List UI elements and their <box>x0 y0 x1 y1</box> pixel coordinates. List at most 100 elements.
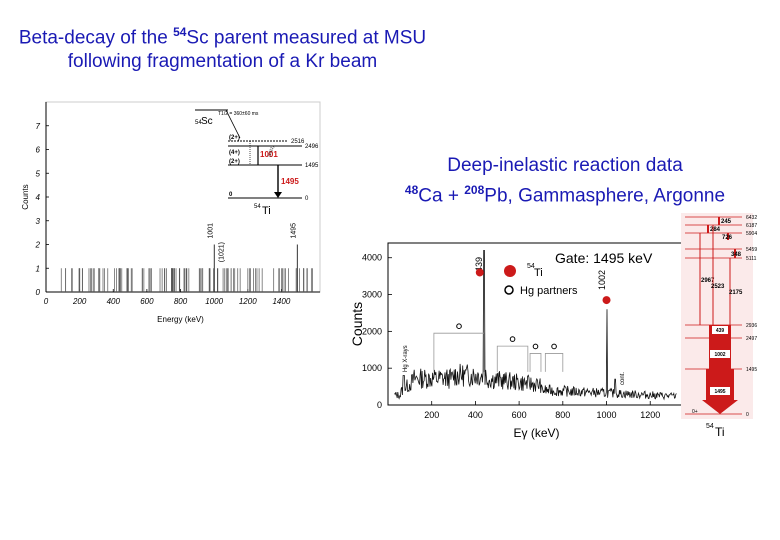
inset-parent-name: Sc <box>201 116 213 127</box>
left-peak-label: 1001 <box>207 223 214 239</box>
hg-partner-marker <box>509 336 516 342</box>
scheme-transition-label: 348 <box>731 252 742 258</box>
scheme-level-energy: 2936 <box>746 323 757 329</box>
legend-ti-label: Ti <box>534 267 543 279</box>
scheme-daughter-name: Ti <box>715 425 725 439</box>
hg-partner-marker <box>456 323 462 330</box>
hg-bracket <box>433 332 485 372</box>
left-y-tick-label: 5 <box>36 169 41 178</box>
scheme-transition-label: 2967 <box>701 278 715 284</box>
scheme-transition-label: 439 <box>716 328 725 334</box>
right-x-axis-label: Eγ (keV) <box>514 426 560 440</box>
inset-level-spin: (4+) <box>229 150 240 156</box>
legend-ti-mass: 54 <box>527 263 535 270</box>
scheme-level-energy: 6432 <box>746 215 757 221</box>
hg-bracket <box>544 353 564 372</box>
legend-hg-marker <box>504 285 514 295</box>
hg-partner-marker <box>551 343 557 350</box>
left-peak-label: (1021) <box>219 242 226 262</box>
right-y-tick-label: 2000 <box>362 326 382 336</box>
right-chart-title: Gate: 1495 keV <box>555 250 653 266</box>
left-x-tick-label: 600 <box>140 297 154 306</box>
right-y-axis-label: Counts <box>349 302 365 346</box>
scheme-level-energy: 5904 <box>746 231 757 237</box>
right-x-tick-label: 800 <box>555 410 570 420</box>
left-y-tick-label: 6 <box>36 146 41 155</box>
left-x-tick-label: 800 <box>174 297 188 306</box>
right-title-sup1: 48 <box>404 183 419 197</box>
right-title-post: Pb, Gammasphere, Argonne <box>484 185 726 207</box>
inset-level-energy: 2496 <box>305 144 319 150</box>
right-level-scheme: 6432 6187 5904 5459 5111 2936 2497 1495 0 2452847… <box>681 213 757 439</box>
inset-daughter-name: Ti <box>262 205 271 217</box>
cont-annotation: cont. <box>620 372 626 385</box>
scheme-transition-label: 245 <box>721 219 732 225</box>
right-y-tick-label: 4000 <box>362 253 382 263</box>
scheme-transition-label: 1495 <box>714 389 725 395</box>
right-title: Deep-inelastic reaction data 48Ca + 208P… <box>385 154 745 208</box>
scheme-transition-label: 2523 <box>711 284 725 290</box>
left-y-axis-label: Counts <box>21 184 30 209</box>
scheme-transition-label: 1002 <box>714 352 725 358</box>
scheme-level-energy: 2497 <box>746 336 757 342</box>
left-figure-frame <box>45 101 321 293</box>
inset-transition-label: 1495 <box>281 177 299 186</box>
left-title: Beta-decay of the 54Sc parent measured a… <box>0 20 445 74</box>
right-x-tick-label: 400 <box>468 410 483 420</box>
scheme-transition-label: 726 <box>722 235 733 241</box>
inset-transition-label: (1021) <box>266 144 275 157</box>
spectrum-trace <box>394 250 677 401</box>
right-y-tick-label: 1000 <box>362 363 382 373</box>
inset-arrowhead <box>274 192 282 198</box>
left-x-tick-label: 400 <box>107 297 121 306</box>
left-x-tick-label: 1000 <box>205 297 223 306</box>
left-x-tick-label: 1400 <box>272 297 290 306</box>
scheme-label-box <box>710 387 730 395</box>
scheme-label-box <box>710 350 730 358</box>
inset-level-energy: 0 <box>305 196 309 202</box>
right-y-tick-label: 0 <box>377 400 382 410</box>
left-x-tick-label: 200 <box>72 297 87 306</box>
inset-level-spin: (2+) <box>229 135 240 141</box>
hg-bracket <box>529 353 542 372</box>
scheme-level-energy: 1495 <box>746 367 757 373</box>
right-title-line1: Deep-inelastic reaction data <box>447 155 683 176</box>
left-chart: 0 1 2 3 4 5 6 7 0 200 400 600 800 1000 1200 1400 Energy … <box>21 102 320 324</box>
left-y-tick-label: 0 <box>36 288 41 297</box>
right-chart: 0 1000 2000 3000 4000 200 400 600 800 1000 1200 Eγ … <box>349 242 684 440</box>
right-peak-label: 439 <box>474 257 484 272</box>
right-x-tick-label: 600 <box>512 410 527 420</box>
left-title-sup: 54 <box>173 25 187 39</box>
inset-daughter-mass: 54 <box>254 204 261 210</box>
scheme-transition-label: 2175 <box>729 290 743 296</box>
inset-level-spin: 0 <box>229 192 233 198</box>
inset-level-energy: 2516 <box>291 139 305 145</box>
hg-bracket <box>496 345 529 372</box>
left-peak-label: 1495 <box>290 223 297 239</box>
inset-transition-label: 1001 <box>260 150 278 159</box>
left-title-line1-post: Sc parent measured at MSU <box>186 27 427 49</box>
right-peak-label: 1002 <box>597 270 607 290</box>
scheme-level-energy: 6187 <box>746 223 757 229</box>
right-title-mid: Ca + <box>418 185 465 207</box>
left-x-axis-label: Energy (keV) <box>157 315 204 324</box>
left-y-tick-label: 2 <box>35 241 41 250</box>
scheme-level-energy: 5111 <box>746 256 757 262</box>
scheme-transition-label: 284 <box>710 227 721 233</box>
inset-level-energy: 1495 <box>305 163 319 169</box>
legend-ti-marker <box>504 265 516 277</box>
right-y-tick-label: 3000 <box>362 290 382 300</box>
left-title-line1-pre: Beta-decay of the <box>18 27 174 49</box>
left-x-tick-label: 0 <box>44 297 49 306</box>
inset-halflife: T1/2 = 360±60 ms <box>218 111 259 117</box>
inset-parent-mass: 54 <box>195 120 202 126</box>
hg-partner-marker <box>532 343 539 350</box>
scheme-daughter-mass: 54 <box>706 423 714 430</box>
scheme-level-energy: 0 <box>746 412 749 418</box>
right-x-tick-label: 1000 <box>597 410 617 420</box>
right-title-sup2: 208 <box>464 183 485 197</box>
inset-level-spin: (2+) <box>229 159 240 165</box>
ti-peak-marker <box>475 268 484 277</box>
